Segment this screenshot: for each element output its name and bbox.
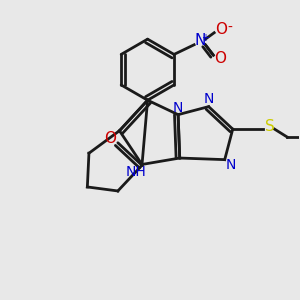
- Text: N: N: [203, 92, 214, 106]
- Text: N: N: [194, 33, 206, 48]
- Text: S: S: [265, 119, 274, 134]
- Text: +: +: [201, 32, 208, 43]
- Text: NH: NH: [126, 166, 147, 179]
- Text: N: N: [226, 158, 236, 172]
- Text: -: -: [227, 21, 232, 35]
- Text: N: N: [173, 101, 183, 115]
- Text: O: O: [104, 131, 116, 146]
- Text: O: O: [215, 22, 227, 37]
- Text: O: O: [214, 51, 226, 66]
